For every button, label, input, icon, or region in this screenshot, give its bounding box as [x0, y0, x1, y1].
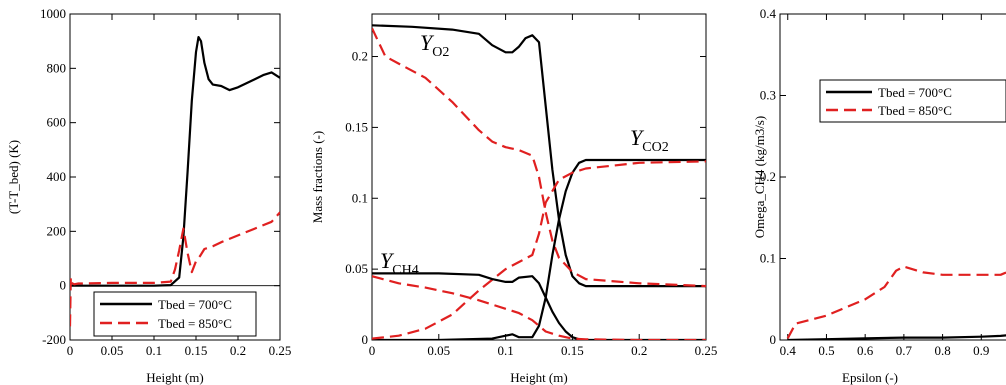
y-tick-label: 0: [362, 332, 369, 347]
annotation-o2: YO2: [420, 30, 449, 60]
chart-reaction-rate: 0.4 0.5 0.6 0.7 0.8 0.9 0 0.1 0.2 0.3 0.4 Epsilon …: [752, 6, 1006, 385]
y-tick-label: 0: [60, 278, 67, 293]
legend-label-700: Tbed = 700°C: [878, 85, 952, 100]
x-axis-label: Height (m): [146, 370, 203, 385]
x-tick-label: 0.05: [101, 343, 124, 358]
series-line-0: [787, 334, 1006, 340]
x-tick-label: 0.05: [427, 343, 450, 358]
x-tick-label: 0.1: [497, 343, 513, 358]
axis-ticks: 0 0.05 0.1 0.15 0.2 0.25 0 0.05 0.1 0.15 0.2: [345, 14, 717, 358]
series-line-1: [372, 27, 706, 288]
legend: Tbed = 700°C Tbed = 850°C: [819, 79, 1006, 123]
x-tick-label: 0.1: [146, 343, 162, 358]
legend-label-850: Tbed = 850°C: [158, 316, 232, 331]
y-tick-label: 600: [47, 115, 67, 130]
legend: Tbed = 700°C Tbed = 850°C: [93, 291, 257, 337]
series-line-0: [70, 35, 280, 287]
annotation-co2: YCO2: [630, 125, 669, 155]
x-axis-label: Height (m): [510, 370, 567, 385]
y-tick-label: 400: [47, 169, 67, 184]
y-axis-label: (T-T_bed) (K): [6, 140, 21, 214]
chart-temperature: 0 0.05 0.1 0.15 0.2 0.25-20002004006008001000…: [6, 6, 291, 385]
y-tick-label: 0: [770, 332, 777, 347]
series-line-2: [372, 158, 706, 340]
x-tick-label: 0: [369, 343, 376, 358]
series-line-0: [372, 24, 706, 288]
y-tick-label: -200: [42, 332, 66, 347]
x-tick-label: 0.9: [973, 343, 989, 358]
legend-box: [93, 291, 257, 337]
plot-frame: [69, 13, 281, 341]
plot-frame: [371, 13, 707, 341]
series-line-1: [786, 265, 1006, 339]
y-tick-label: 0.2: [760, 169, 776, 184]
y-tick-label: 200: [47, 223, 67, 238]
x-tick-label: 0.25: [695, 343, 718, 358]
plot-frame: [779, 13, 1006, 341]
x-tick-label: 0.25: [269, 343, 292, 358]
y-tick-label: 800: [47, 60, 67, 75]
y-tick-label: 0.2: [352, 49, 368, 64]
series-line-5: [372, 275, 706, 340]
y-tick-label: 0.05: [345, 261, 368, 276]
x-tick-label: 0.6: [857, 343, 874, 358]
y-axis-label: Omega_CH4 (kg/m3/s): [752, 116, 767, 238]
x-tick-label: 0.2: [230, 343, 246, 358]
y-tick-label: 0.3: [760, 88, 776, 103]
legend-label-700: Tbed = 700°C: [158, 297, 232, 312]
y-tick-label: 0.4: [760, 6, 777, 21]
series-layer: [70, 35, 280, 327]
series-line-3: [372, 160, 706, 340]
y-tick-label: 0.15: [345, 119, 368, 134]
x-tick-label: 0.7: [896, 343, 913, 358]
x-tick-label: 0.2: [631, 343, 647, 358]
y-tick-label: 1000: [40, 6, 66, 21]
y-tick-label: 0.1: [352, 190, 368, 205]
y-tick-label: 0.1: [760, 251, 776, 266]
x-tick-label: 0.4: [780, 343, 797, 358]
legend-box: [819, 79, 1006, 123]
legend-label-850: Tbed = 850°C: [878, 103, 952, 118]
series-layer: [786, 265, 1006, 340]
x-tick-label: 0.8: [934, 343, 950, 358]
series-line-1: [70, 211, 280, 327]
axis-ticks: 0.4 0.5 0.6 0.7 0.8 0.9 0 0.1 0.2 0.3 0.4: [760, 6, 990, 358]
chart-mass-fractions: 0 0.05 0.1 0.15 0.2 0.25 0 0.05 0.1 0.15 0.2 Heigh…: [310, 13, 717, 385]
x-tick-label: 0: [67, 343, 74, 358]
y-axis-label: Mass fractions (-): [310, 131, 325, 223]
series-layer: [372, 24, 706, 340]
x-tick-label: 0.15: [185, 343, 208, 358]
x-axis-label: Epsilon (-): [842, 370, 898, 385]
annotation-ch4: YCH4: [380, 248, 419, 278]
x-tick-label: 0.5: [818, 343, 834, 358]
x-tick-label: 0.15: [561, 343, 584, 358]
